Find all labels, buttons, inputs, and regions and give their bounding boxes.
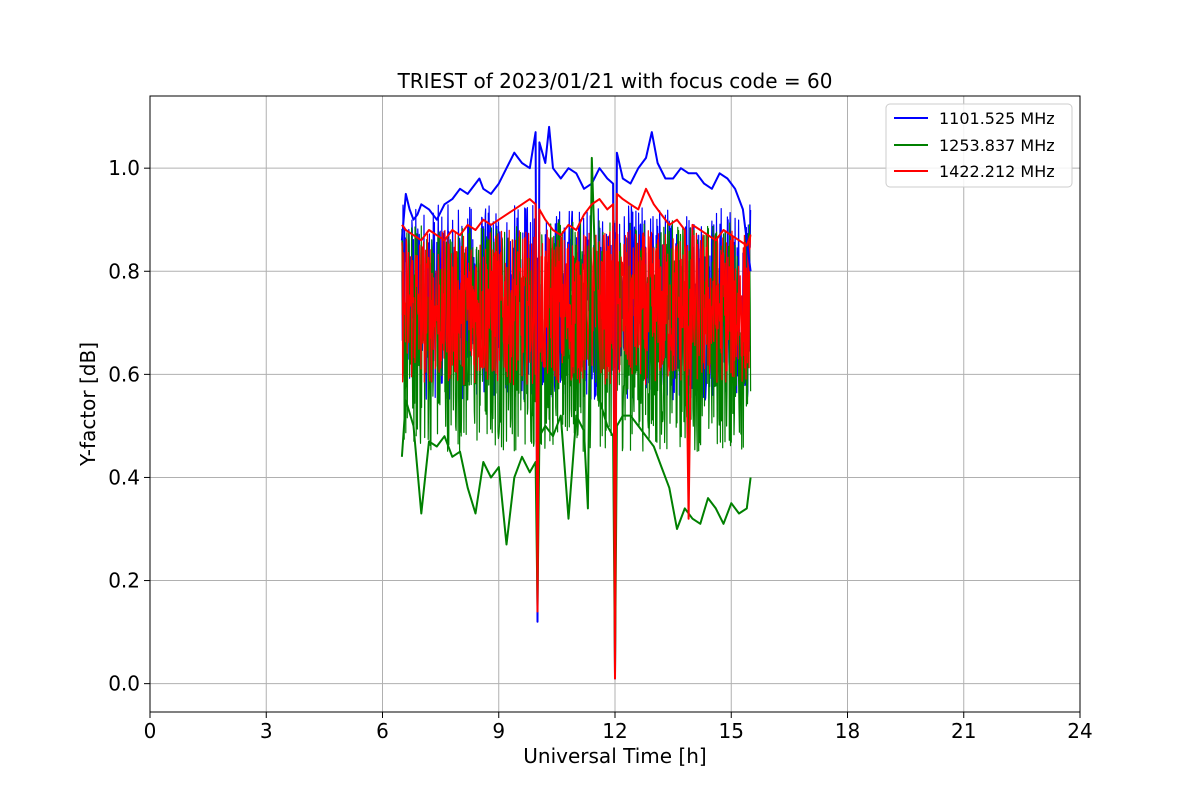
x-tick-label: 9 xyxy=(492,719,505,743)
x-tick-label: 24 xyxy=(1067,719,1092,743)
x-axis-label: Universal Time [h] xyxy=(523,744,706,768)
y-tick-label: 0.6 xyxy=(108,362,140,386)
x-tick-label: 15 xyxy=(719,719,744,743)
chart-title: TRIEST of 2023/01/21 with focus code = 6… xyxy=(397,69,833,93)
x-tick-label: 6 xyxy=(376,719,389,743)
y-tick-label: 0.2 xyxy=(108,569,140,593)
legend: 1101.525 MHz 1253.837 MHz 1422.212 MHz xyxy=(885,103,1073,188)
y-tick-label: 0.4 xyxy=(108,465,140,489)
x-tick-label: 12 xyxy=(602,719,627,743)
y-tick-label: 0.0 xyxy=(108,672,140,696)
x-tick-label: 0 xyxy=(144,719,157,743)
x-axis-ticks: 0 3 6 9 12 15 18 21 24 xyxy=(144,712,1093,743)
x-tick-label: 18 xyxy=(835,719,860,743)
y-tick-label: 0.8 xyxy=(108,259,140,283)
series-line xyxy=(400,125,752,680)
legend-box xyxy=(885,103,1073,188)
y-axis-label: Y-factor [dB] xyxy=(76,342,100,467)
y-tick-label: 1.0 xyxy=(108,156,140,180)
x-tick-label: 3 xyxy=(260,719,273,743)
y-axis-ticks: 0.0 0.2 0.4 0.6 0.8 1.0 xyxy=(108,156,150,696)
legend-label-series-2: 1253.837 MHz xyxy=(939,136,1055,155)
legend-label-series-1: 1101.525 MHz xyxy=(939,109,1055,128)
legend-label-series-3: 1422.212 MHz xyxy=(939,162,1055,181)
series-line xyxy=(401,187,752,680)
data-series xyxy=(400,125,752,680)
x-tick-label: 21 xyxy=(951,719,976,743)
